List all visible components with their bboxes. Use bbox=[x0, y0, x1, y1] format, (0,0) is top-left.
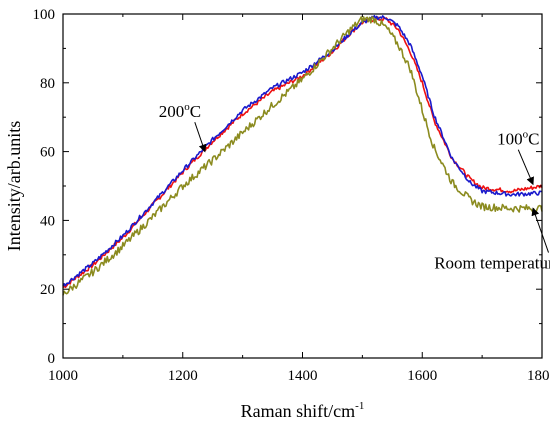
x-axis-title-text: Raman shift/cm bbox=[241, 401, 355, 421]
annotation-label-part: 200 bbox=[159, 102, 185, 121]
series-line-1 bbox=[62, 16, 543, 289]
y-tick-label: 60 bbox=[40, 145, 55, 161]
annotation-arrow-2 bbox=[517, 149, 534, 186]
y-tick-label: 20 bbox=[40, 282, 55, 298]
plot-frame bbox=[62, 13, 543, 359]
annotation-label-part: o bbox=[184, 101, 190, 113]
axes-layer bbox=[62, 13, 543, 359]
annotation-arrow-3 bbox=[531, 207, 549, 253]
annotation-label-part: C bbox=[190, 102, 201, 121]
x-tick-label: 1200 bbox=[168, 368, 198, 384]
y-tick-label: 0 bbox=[48, 351, 56, 367]
x-tick-label: 1400 bbox=[288, 368, 318, 384]
annotation-label-part: 100 bbox=[497, 130, 523, 149]
annotation-label-2: 100oC bbox=[497, 129, 539, 149]
y-tick-label: 40 bbox=[40, 213, 55, 229]
x-tick-label: 1600 bbox=[407, 368, 437, 384]
y-tick-label: 80 bbox=[40, 76, 55, 92]
series-line-3 bbox=[62, 16, 543, 296]
annotation-label-part: Room temperature bbox=[434, 254, 550, 273]
annotation-label-1: 200oC bbox=[159, 101, 201, 121]
annotation-label-part: C bbox=[528, 130, 539, 149]
series-layer bbox=[62, 14, 543, 296]
y-axis-title: Intensity/arb.units bbox=[4, 121, 24, 251]
series-line-2 bbox=[62, 14, 543, 287]
y-tick-label: 100 bbox=[33, 7, 56, 23]
annotation-label-3: Room temperature bbox=[434, 254, 550, 273]
x-axis-title-superscript: -1 bbox=[355, 400, 364, 412]
annotation-label-part: o bbox=[523, 129, 529, 141]
x-tick-label: 1000 bbox=[48, 368, 78, 384]
x-axis-title: Raman shift/cm-1 bbox=[241, 400, 365, 421]
annotation-arrow-1 bbox=[194, 122, 207, 153]
